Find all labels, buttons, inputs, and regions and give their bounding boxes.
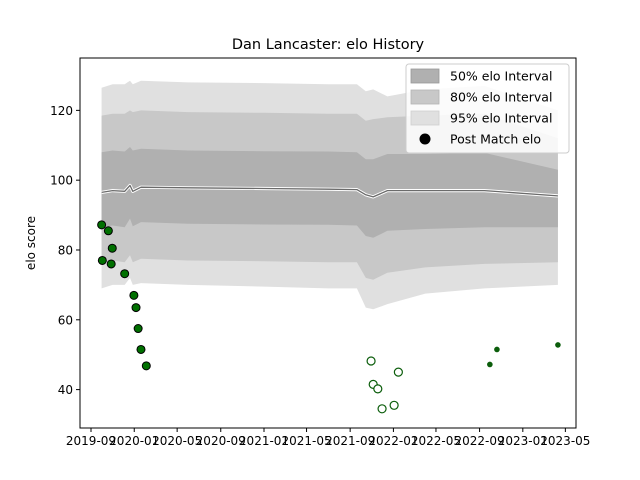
match-point [106, 259, 116, 269]
x-tick-label: 2023-05 [540, 434, 590, 448]
y-axis: 40 60 80 100 120 [50, 104, 80, 397]
x-tick-label: 2022-09 [454, 434, 504, 448]
match-point [393, 367, 403, 377]
match-point [97, 220, 107, 230]
x-tick-label: 2021-05 [281, 434, 331, 448]
match-point [389, 400, 399, 410]
match-point [141, 361, 151, 371]
mean-elo-line [101, 184, 558, 198]
legend-label-95: 95% elo Interval [450, 111, 552, 126]
x-tick-label: 2020-01 [109, 434, 159, 448]
x-axis: 2019-092020-012020-052020-092021-012021-… [66, 428, 590, 448]
match-point [103, 226, 113, 236]
match-point [129, 290, 139, 300]
plot-frame [79, 57, 577, 429]
match-point [487, 361, 493, 368]
legend-swatch-80 [410, 89, 440, 105]
y-axis-label: elo score [24, 216, 38, 270]
y-tick-label: 120 [50, 104, 73, 118]
legend-swatch-50 [410, 68, 440, 84]
x-tick-label: 2022-05 [411, 434, 461, 448]
x-tick-label: 2022-01 [368, 434, 418, 448]
match-point [494, 346, 500, 353]
x-tick-label: 2019-09 [66, 434, 116, 448]
legend-box [405, 63, 570, 154]
x-tick-label: 2020-09 [196, 434, 246, 448]
match-point [133, 324, 143, 334]
x-tick-label: 2021-01 [239, 434, 289, 448]
y-tick-label: 40 [58, 383, 73, 397]
legend-label-50: 50% elo Interval [450, 69, 552, 84]
y-tick-label: 80 [58, 243, 73, 257]
chart-title: Dan Lancaster: elo History [232, 37, 425, 53]
match-point [366, 356, 376, 366]
band-50-interval [101, 147, 558, 238]
match-point [107, 243, 117, 253]
match-point [136, 344, 146, 354]
match-point [120, 269, 130, 279]
legend-swatch-95 [410, 110, 440, 126]
x-tick-label: 2020-05 [152, 434, 202, 448]
mean-elo-line-group [101, 183, 559, 199]
y-tick-label: 60 [58, 313, 73, 327]
match-point [97, 255, 107, 265]
legend-label-post-match: Post Match elo [450, 132, 541, 147]
match-point [377, 404, 387, 414]
post-match-points [97, 220, 561, 414]
legend-marker-post-match [419, 133, 431, 145]
x-tick-label: 2021-09 [325, 434, 375, 448]
x-tick-label: 2023-01 [498, 434, 548, 448]
y-tick-label: 100 [50, 174, 73, 188]
legend-label-80: 80% elo Interval [450, 90, 552, 105]
match-point [555, 342, 561, 348]
match-point [131, 303, 141, 313]
legend: 50% elo Interval 80% elo Interval 95% el… [405, 63, 570, 154]
match-point [373, 384, 383, 394]
